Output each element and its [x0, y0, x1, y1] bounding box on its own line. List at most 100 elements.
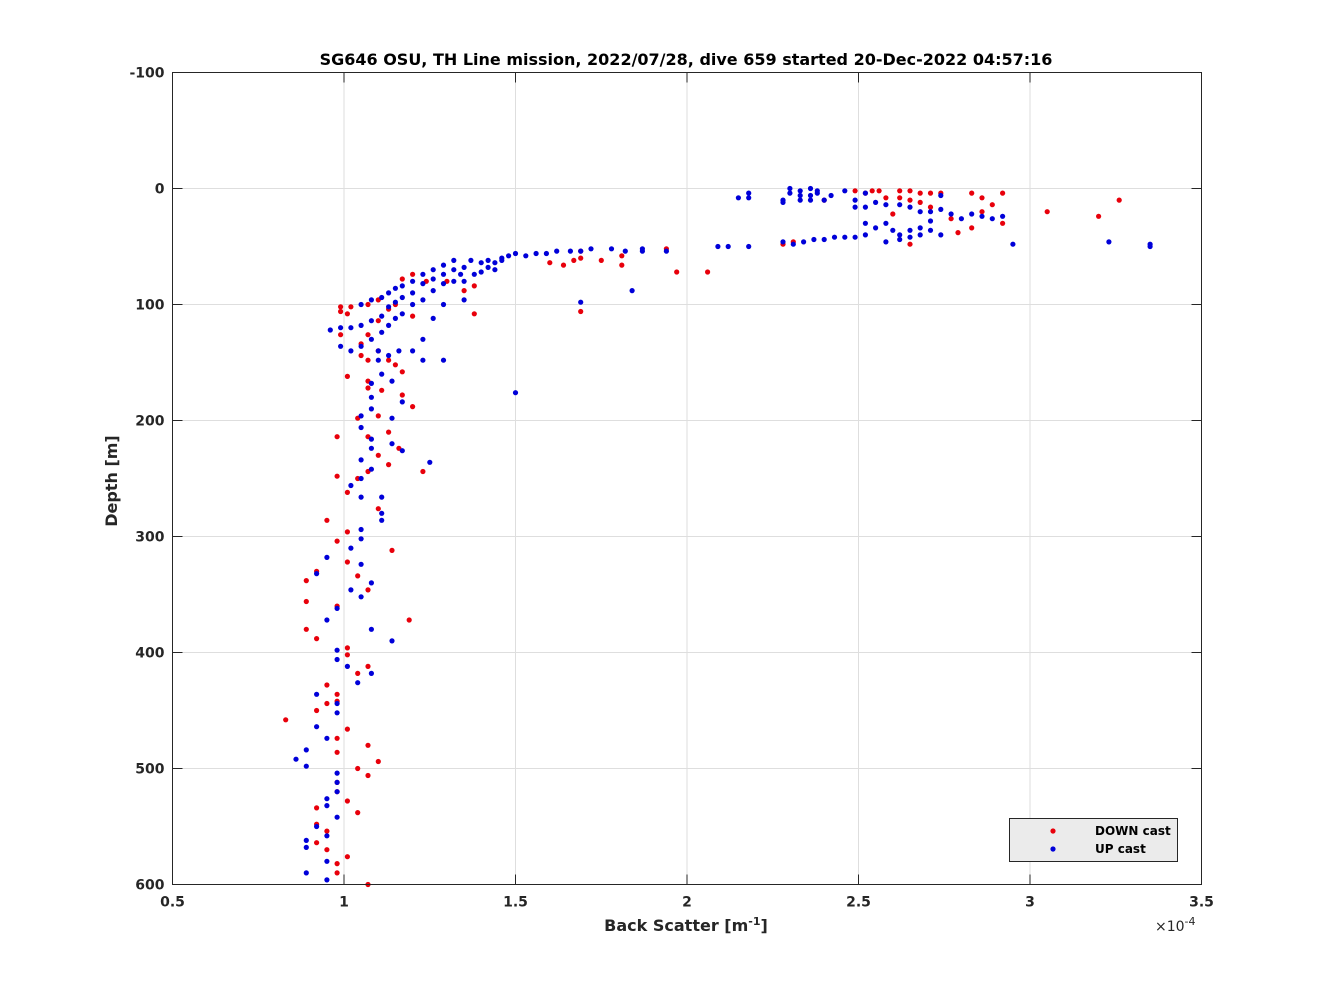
point-up-cast — [399, 448, 405, 454]
point-down-cast — [379, 387, 385, 393]
point-up-cast — [811, 236, 817, 243]
y-tick-label: 500 — [135, 762, 164, 778]
point-up-cast — [492, 260, 498, 266]
point-up-cast — [735, 195, 742, 201]
point-down-cast — [619, 253, 625, 259]
point-down-cast — [979, 209, 985, 215]
legend-marker-up-cast — [1050, 846, 1056, 852]
y-tick-label: 400 — [135, 646, 164, 662]
point-up-cast — [348, 348, 354, 354]
point-up-cast — [554, 248, 560, 254]
point-up-cast — [883, 239, 889, 245]
y-tick-label: 200 — [135, 414, 164, 430]
point-up-cast — [927, 209, 934, 215]
point-up-cast — [410, 301, 416, 308]
point-down-cast — [979, 195, 985, 201]
legend-label-up-cast: UP cast — [1095, 842, 1146, 856]
point-up-cast — [420, 357, 426, 363]
point-up-cast — [780, 199, 786, 205]
point-down-cast — [955, 230, 961, 236]
point-up-cast — [797, 197, 803, 203]
point-up-cast — [358, 475, 364, 482]
point-down-cast — [334, 538, 340, 544]
point-up-cast — [814, 190, 820, 196]
point-up-cast — [1147, 243, 1153, 250]
point-down-cast — [365, 357, 371, 363]
point-up-cast — [862, 190, 869, 196]
point-up-cast — [862, 204, 869, 210]
point-up-cast — [324, 554, 330, 561]
point-up-cast — [471, 271, 477, 277]
point-up-cast — [451, 257, 457, 263]
point-up-cast — [807, 197, 814, 203]
point-up-cast — [533, 250, 539, 257]
point-up-cast — [451, 267, 457, 273]
point-up-cast — [440, 271, 447, 277]
x-tick-label: 3.5 — [1189, 895, 1214, 911]
point-down-cast — [897, 195, 903, 201]
point-down-cast — [338, 304, 344, 310]
point-up-cast — [389, 638, 395, 644]
point-up-cast — [492, 267, 498, 273]
point-up-cast — [379, 329, 385, 335]
y-tick-label: 100 — [135, 298, 164, 314]
point-up-cast — [334, 710, 340, 716]
point-down-cast — [334, 434, 340, 440]
x-tick-label: 0.5 — [160, 895, 185, 911]
point-up-cast — [746, 243, 752, 250]
point-down-cast — [344, 529, 350, 535]
point-down-cast — [389, 547, 395, 554]
point-down-cast — [338, 332, 344, 338]
plot-area-border — [172, 72, 1202, 885]
y-tick-label: 0 — [155, 182, 165, 198]
point-up-cast — [821, 197, 827, 203]
point-down-cast — [1096, 213, 1102, 219]
x-axis-title-main: Back Scatter [m — [604, 916, 748, 935]
point-down-cast — [355, 765, 361, 772]
point-up-cast — [379, 313, 385, 319]
point-up-cast — [358, 322, 364, 328]
point-down-cast — [969, 225, 975, 231]
point-up-cast — [410, 278, 416, 284]
point-up-cast — [399, 294, 405, 301]
point-up-cast — [334, 605, 340, 612]
point-up-cast — [314, 691, 320, 697]
point-up-cast — [399, 399, 405, 405]
point-up-cast — [368, 380, 374, 386]
point-down-cast — [375, 413, 381, 419]
point-up-cast — [1106, 239, 1112, 245]
point-up-cast — [314, 823, 320, 830]
point-up-cast — [389, 441, 395, 447]
point-down-cast — [365, 742, 371, 748]
point-down-cast — [344, 726, 350, 732]
point-up-cast — [293, 756, 299, 762]
point-up-cast — [797, 188, 803, 194]
point-up-cast — [852, 204, 858, 210]
point-up-cast — [420, 297, 426, 303]
point-up-cast — [907, 204, 913, 210]
point-up-cast — [567, 248, 574, 254]
point-up-cast — [938, 192, 944, 199]
point-up-cast — [506, 253, 512, 259]
point-down-cast — [344, 798, 350, 804]
point-up-cast — [958, 216, 965, 222]
point-up-cast — [368, 336, 374, 342]
point-down-cast — [334, 473, 340, 479]
point-down-cast — [344, 559, 350, 565]
point-up-cast — [375, 348, 381, 354]
point-down-cast — [334, 735, 340, 741]
point-up-cast — [852, 234, 858, 240]
point-up-cast — [842, 188, 848, 194]
point-up-cast — [897, 232, 903, 238]
point-down-cast — [303, 626, 309, 632]
point-down-cast — [674, 269, 680, 275]
point-down-cast — [314, 805, 320, 811]
point-up-cast — [379, 371, 385, 377]
point-down-cast — [897, 188, 903, 194]
point-up-cast — [379, 294, 385, 301]
point-down-cast — [324, 847, 330, 853]
point-down-cast — [324, 700, 330, 707]
point-down-cast — [917, 190, 923, 196]
point-down-cast — [344, 645, 350, 651]
point-up-cast — [392, 285, 398, 291]
